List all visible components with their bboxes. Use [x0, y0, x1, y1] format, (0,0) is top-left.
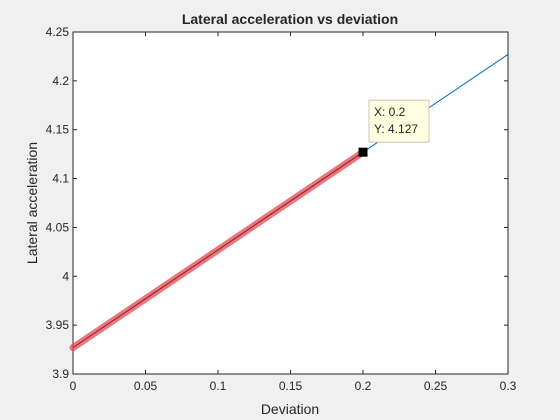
plot-layer [69, 54, 509, 352]
y-tick-label: 4.05 [46, 220, 70, 234]
y-tick-label: 4 [62, 269, 69, 283]
datatip[interactable]: X: 0.2 Y: 4.127 [358, 99, 430, 157]
y-tick-label: 4.1 [52, 172, 69, 186]
y-tick-label: 4.15 [46, 123, 70, 137]
x-tick-label: 0.1 [210, 379, 227, 393]
x-tick-label: 0 [70, 379, 77, 393]
x-tick-label: 0.25 [424, 379, 448, 393]
x-tick-label: 0.15 [279, 379, 303, 393]
y-tick-label: 4.2 [52, 74, 69, 88]
y-axis-ticks: 3.9 3.95 4 4.05 4.1 4.15 4.2 4.25 [46, 25, 508, 381]
x-tick-label: 0.3 [500, 379, 517, 393]
y-tick-label: 4.25 [46, 25, 70, 39]
x-tick-label: 0.05 [134, 379, 158, 393]
datatip-x-text: X: 0.2 [374, 105, 406, 119]
x-tick-label: 0.2 [355, 379, 372, 393]
y-axis-label: Lateral acceleration [24, 142, 40, 264]
highlighted-segment-core [72, 151, 364, 349]
x-axis-ticks: 0 0.05 0.1 0.15 0.2 0.25 0.3 [70, 32, 517, 393]
datatip-box [368, 99, 430, 143]
y-tick-label: 3.9 [52, 367, 69, 381]
datatip-y-text: Y: 4.127 [374, 122, 418, 136]
x-axis-label: Deviation [261, 401, 319, 417]
chart-title: Lateral acceleration vs deviation [182, 11, 398, 27]
y-tick-label: 3.95 [46, 318, 70, 332]
datatip-marker[interactable] [358, 147, 368, 157]
